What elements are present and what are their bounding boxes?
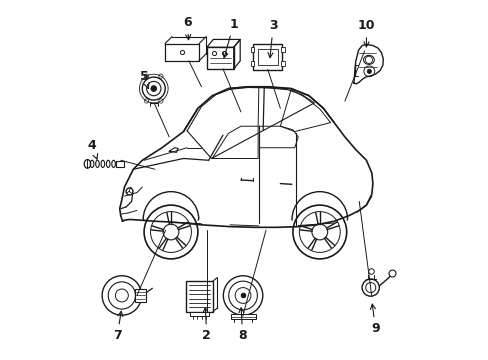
Bar xyxy=(253,44,282,69)
Bar xyxy=(185,281,212,312)
Text: 6: 6 xyxy=(183,16,191,40)
Bar xyxy=(206,47,233,69)
Bar xyxy=(250,47,254,52)
Bar xyxy=(189,312,209,316)
Bar xyxy=(135,289,146,302)
Text: 2: 2 xyxy=(202,308,211,342)
Circle shape xyxy=(366,69,371,73)
Bar xyxy=(250,61,254,66)
Text: 1: 1 xyxy=(223,18,238,58)
Text: 8: 8 xyxy=(238,308,246,342)
Bar xyxy=(281,61,285,66)
Bar xyxy=(281,47,285,52)
Circle shape xyxy=(151,86,156,91)
Text: 7: 7 xyxy=(113,311,122,342)
Bar xyxy=(257,49,277,65)
Text: 9: 9 xyxy=(370,304,379,335)
Bar xyxy=(116,161,123,167)
Text: 3: 3 xyxy=(267,19,277,58)
Text: 5: 5 xyxy=(140,69,149,89)
Bar xyxy=(230,315,255,319)
Text: 10: 10 xyxy=(357,19,374,47)
Text: 4: 4 xyxy=(87,139,98,159)
